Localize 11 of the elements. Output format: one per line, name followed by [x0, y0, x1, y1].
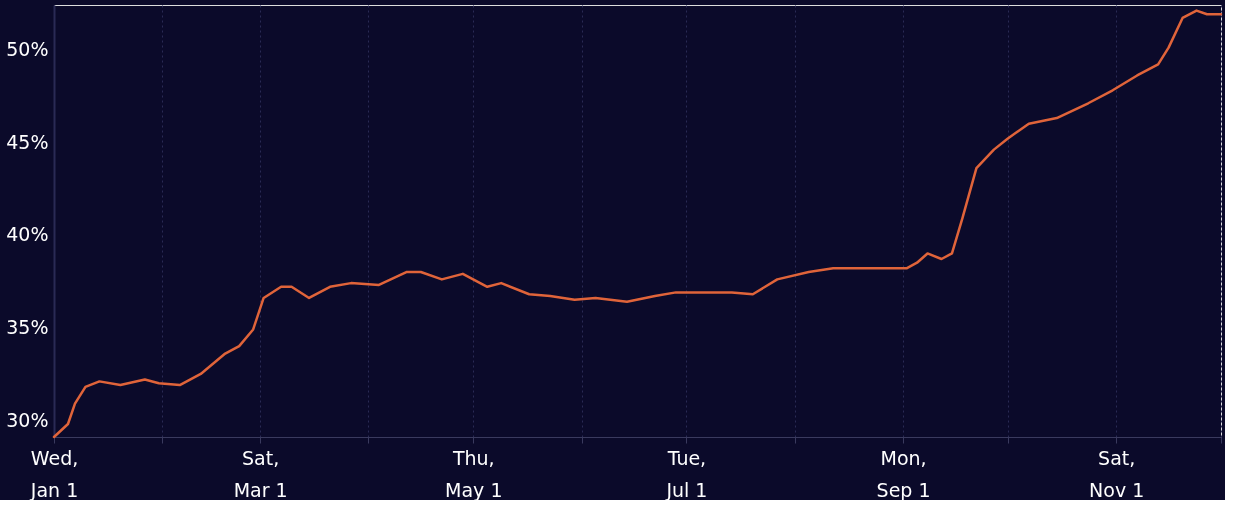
x-tick-label: Thu, May 1 [445, 446, 503, 501]
x-tick-label: Mon, Sep 1 [876, 446, 931, 501]
y-tick-label: 35% [6, 316, 49, 339]
x-tick-label: Wed, Jan 1 [29, 446, 79, 501]
y-tick-label: 50% [6, 38, 49, 60]
x-tick-label: Sat, Mar 1 [233, 446, 288, 501]
x-tick-label: Sat, Nov 1 [1089, 446, 1145, 501]
y-tick-label: 40% [6, 223, 49, 246]
x-tick-label: Tue, Jul 1 [665, 446, 708, 501]
y-tick-label: 30% [6, 408, 49, 431]
y-tick-label: 45% [6, 130, 49, 153]
